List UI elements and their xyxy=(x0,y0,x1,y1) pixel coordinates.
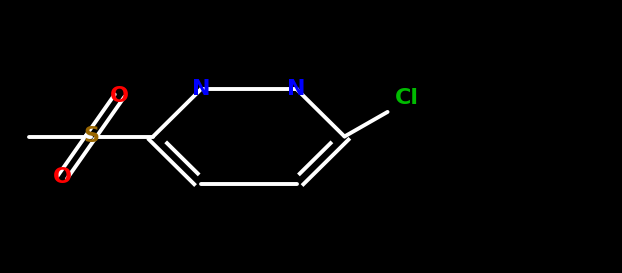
Text: N: N xyxy=(287,79,306,99)
Text: S: S xyxy=(83,126,99,147)
Text: O: O xyxy=(53,167,72,188)
Text: N: N xyxy=(192,79,210,99)
Text: Cl: Cl xyxy=(395,88,419,108)
Text: O: O xyxy=(110,85,129,106)
